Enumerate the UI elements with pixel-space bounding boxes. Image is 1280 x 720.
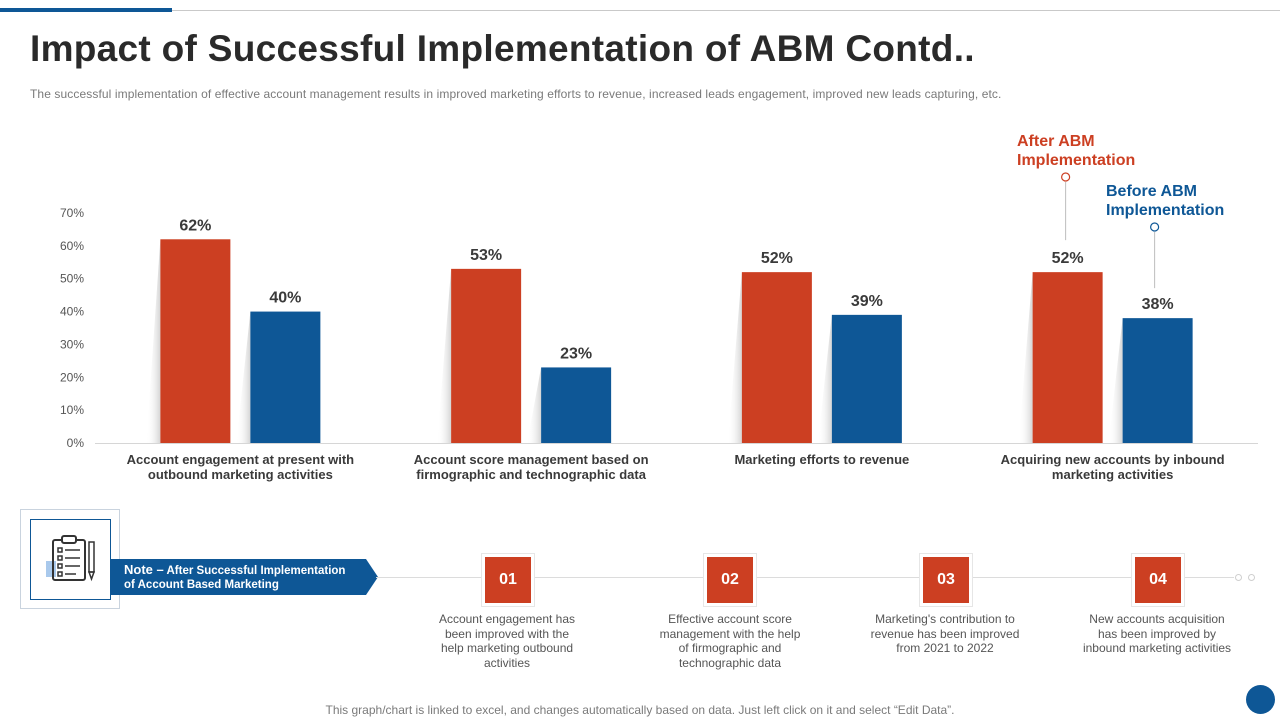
data-label: 52% — [1052, 250, 1084, 267]
y-tick-label: 0% — [67, 436, 85, 450]
note-text: Note – After Successful Implementation o… — [124, 563, 374, 592]
corner-badge — [1246, 685, 1275, 714]
category-label: outbound marketing activities — [148, 467, 333, 482]
bar — [1122, 318, 1193, 443]
note-line2: of Account Based Marketing — [124, 579, 279, 591]
legend-label: Implementation — [1106, 202, 1224, 219]
bar-shadow — [1108, 318, 1123, 443]
footer-note: This graph/chart is linked to excel, and… — [325, 703, 955, 717]
step-description: Marketing's contribution to revenue has … — [870, 612, 1020, 655]
step-description: Effective account score management with … — [659, 612, 801, 670]
bar — [250, 311, 321, 443]
step-number: 02 — [707, 557, 753, 603]
step-number: 04 — [1135, 557, 1181, 603]
page-title: Impact of Successful Implementation of A… — [30, 28, 975, 69]
timeline-line — [376, 577, 1234, 578]
step-description: Account engagement has been improved wit… — [438, 612, 576, 670]
step-number: 01 — [485, 557, 531, 603]
bar-shadow — [437, 268, 452, 443]
category-label: Account engagement at present with — [127, 452, 355, 467]
top-accent-bar — [0, 8, 172, 12]
y-tick-label: 20% — [60, 370, 84, 384]
data-label: 52% — [761, 250, 793, 267]
y-tick-label: 70% — [60, 206, 84, 220]
data-label: 53% — [470, 247, 502, 264]
timeline-end-dot — [1235, 574, 1242, 581]
legend-label: After ABM — [1017, 133, 1095, 150]
y-tick-label: 40% — [60, 305, 84, 319]
y-tick-label: 30% — [60, 337, 84, 351]
y-tick-label: 60% — [60, 239, 84, 253]
note-banner — [110, 559, 378, 595]
data-label: 40% — [269, 290, 301, 307]
note-icon-frame — [20, 509, 120, 609]
bar-shadow — [146, 239, 161, 443]
clipboard-icon — [30, 519, 111, 600]
bar — [451, 268, 522, 443]
top-rule — [0, 10, 1280, 11]
bar-shadow — [817, 314, 832, 443]
page-subtitle: The successful implementation of effecti… — [30, 87, 1002, 101]
timeline-end-dot — [1248, 574, 1255, 581]
bar-shadow — [727, 272, 742, 443]
bar-shadow — [527, 367, 542, 443]
data-label: 23% — [560, 345, 592, 362]
category-label: Account score management based on — [414, 452, 649, 467]
bar-shadow — [236, 311, 251, 443]
category-label: Marketing efforts to revenue — [734, 452, 909, 467]
step-number: 03 — [923, 557, 969, 603]
legend-marker — [1061, 172, 1071, 182]
data-label: 39% — [851, 293, 883, 310]
y-tick-label: 50% — [60, 272, 84, 286]
note-line1: After Successful Implementation — [163, 565, 346, 577]
bar — [741, 272, 812, 443]
legend-label: Before ABM — [1106, 183, 1197, 200]
legend-marker — [1150, 222, 1160, 232]
bar — [160, 239, 231, 443]
category-label: firmographic and technographic data — [416, 467, 646, 482]
bar — [1032, 272, 1103, 443]
category-label: Acquiring new accounts by inbound — [1001, 452, 1225, 467]
bar-shadow — [1018, 272, 1033, 443]
step-description: New accounts acquisition has been improv… — [1082, 612, 1232, 655]
bar — [831, 314, 902, 443]
data-label: 38% — [1142, 296, 1174, 313]
legend-label: Implementation — [1017, 152, 1135, 169]
category-label: marketing activities — [1052, 467, 1173, 482]
bar-chart[interactable]: 0% 10% 20% 30% 40% 50% 60% 70% 62% 40% Account eng… — [0, 0, 1280, 500]
data-label: 62% — [179, 217, 211, 234]
bar — [541, 367, 612, 443]
note-lead: Note – — [124, 562, 164, 577]
y-tick-label: 10% — [60, 403, 84, 417]
